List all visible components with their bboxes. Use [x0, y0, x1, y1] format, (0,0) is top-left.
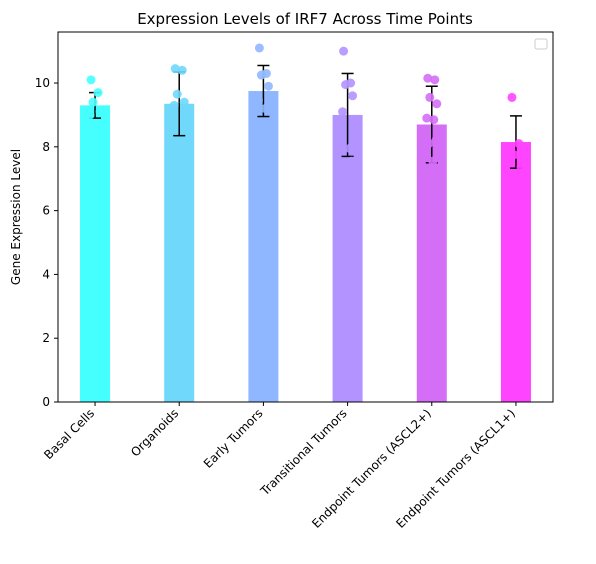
data-point — [254, 43, 264, 53]
plot-frame — [57, 31, 554, 403]
error-bars-group — [89, 64, 522, 169]
bar-1 — [164, 103, 195, 402]
data-point — [516, 163, 526, 173]
data-point — [345, 143, 355, 153]
data-point — [170, 64, 180, 74]
x-tick-label: Early Tumors — [201, 406, 266, 471]
x-tick-label: Basal Cells — [41, 406, 97, 462]
data-point — [423, 73, 433, 83]
data-point — [169, 100, 179, 110]
y-tick-label: 10 — [35, 76, 50, 90]
legend-box — [534, 38, 548, 50]
data-point — [260, 104, 270, 114]
x-axis: Basal Cells Organoids Early TumorsTransiti… — [41, 402, 518, 531]
y-axis: 0 2 4 6 8 10 — [35, 76, 58, 409]
data-point — [179, 97, 189, 107]
x-tick-label: Transitional Tumors — [257, 406, 350, 499]
data-point — [256, 70, 266, 80]
y-tick-label: 6 — [42, 204, 50, 218]
data-point — [85, 110, 95, 120]
data-point — [430, 75, 440, 85]
data-point — [348, 91, 358, 101]
data-point — [339, 46, 349, 56]
y-axis-label: Gene Expression Level — [9, 149, 23, 285]
data-point — [509, 150, 519, 160]
data-point — [177, 65, 187, 75]
chart-title: Expression Levels of IRF7 Across Time Po… — [137, 10, 473, 28]
data-point — [424, 139, 434, 149]
data-point — [95, 107, 105, 117]
data-point — [514, 139, 524, 149]
data-point — [263, 81, 273, 91]
data-point — [428, 156, 438, 166]
data-point — [425, 92, 435, 102]
y-tick-label: 4 — [42, 267, 50, 281]
data-point — [341, 80, 351, 90]
data-point — [347, 156, 357, 166]
data-point — [86, 75, 96, 85]
data-point — [431, 135, 441, 145]
data-point — [432, 99, 442, 109]
bars-group — [80, 91, 531, 403]
data-point — [338, 107, 348, 117]
data-point — [422, 113, 432, 123]
data-point — [176, 137, 186, 147]
bar-0 — [80, 105, 111, 403]
bar-5 — [500, 142, 531, 403]
data-point — [93, 88, 103, 98]
data-point — [172, 89, 182, 99]
data-point — [178, 155, 188, 165]
y-tick-label: 2 — [42, 331, 50, 345]
points-group — [85, 43, 526, 209]
data-point — [426, 199, 436, 209]
data-point — [88, 97, 98, 107]
bar-3 — [332, 114, 363, 403]
y-tick-label: 0 — [42, 395, 50, 409]
bar-2 — [248, 91, 279, 403]
data-point — [262, 132, 272, 142]
x-tick-label: Organoids — [128, 406, 181, 459]
bar-4 — [416, 124, 447, 402]
data-point — [429, 115, 439, 125]
data-point — [340, 166, 350, 176]
y-tick-label: 8 — [42, 140, 50, 154]
data-point — [253, 96, 263, 106]
data-point — [507, 92, 517, 102]
